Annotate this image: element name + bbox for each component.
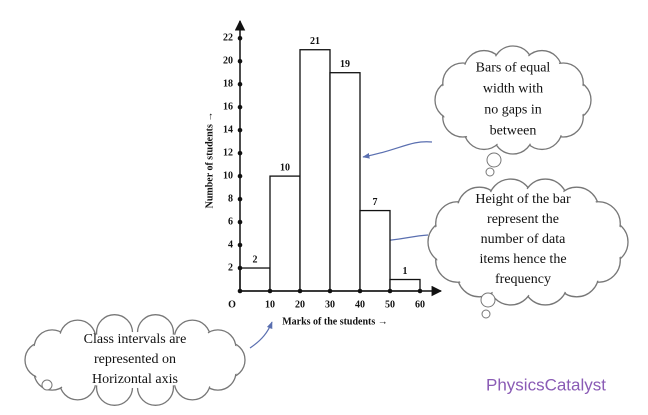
annotation-arrow <box>249 321 273 349</box>
y-tick-label: 16 <box>223 101 233 112</box>
x-tick <box>387 288 393 294</box>
x-tick-label: 30 <box>325 299 335 310</box>
bar <box>329 72 361 292</box>
y-tick <box>237 242 243 248</box>
annotation-text: Height of the bar <box>475 192 571 207</box>
y-tick <box>237 173 243 179</box>
bar <box>389 278 421 292</box>
data-label: 2 <box>253 254 258 265</box>
y-tick-label: 10 <box>223 170 233 181</box>
y-tick <box>237 265 243 271</box>
annotation-text: Bars of equal <box>476 61 551 76</box>
cloud-fill <box>450 200 606 284</box>
thought-dot <box>480 292 496 308</box>
x-axis-label: Marks of the students → <box>282 316 388 327</box>
annotation-text: number of data <box>481 232 567 247</box>
annotation-text: represented on <box>94 352 176 367</box>
annotation-clouds <box>24 45 629 406</box>
annotation-text: frequency <box>495 272 551 287</box>
x-tick <box>297 288 303 294</box>
data-label: 7 <box>373 197 378 208</box>
y-tick <box>237 58 243 64</box>
x-tick-label: 60 <box>415 299 425 310</box>
x-tick <box>357 288 363 294</box>
y-tick-label: 12 <box>223 147 233 158</box>
x-tick-label: 40 <box>355 299 365 310</box>
cloud-fill <box>43 332 227 388</box>
bar <box>299 49 331 292</box>
x-tick <box>237 288 243 294</box>
y-tick <box>237 127 243 133</box>
watermark: PhysicsCatalyst <box>486 375 606 394</box>
x-tick-label: 10 <box>265 299 275 310</box>
bar <box>359 209 391 292</box>
y-tick-label: 8 <box>228 193 233 204</box>
bar <box>239 267 271 292</box>
y-tick <box>237 81 243 87</box>
data-label: 21 <box>310 36 320 47</box>
data-label: 19 <box>340 59 350 70</box>
annotation-text: no gaps in <box>484 103 542 118</box>
y-tick <box>237 104 243 110</box>
y-tick <box>237 196 243 202</box>
x-tick <box>267 288 273 294</box>
cloud-fill <box>455 66 571 134</box>
thought-dot <box>486 152 502 168</box>
y-tick-label: 20 <box>223 56 233 67</box>
y-tick <box>237 150 243 156</box>
y-tick-label: 6 <box>228 216 233 227</box>
data-label: 10 <box>280 162 290 173</box>
y-tick-label: 2 <box>228 262 233 273</box>
x-tick-label: 50 <box>385 299 395 310</box>
x-tick-label: O <box>228 299 236 310</box>
y-axis-label: Number of students → <box>204 112 215 209</box>
y-tick-label: 22 <box>223 33 233 44</box>
thought-dot <box>481 309 491 319</box>
data-label: 1 <box>403 266 408 277</box>
y-tick <box>237 219 243 225</box>
y-tick-label: 18 <box>223 78 233 89</box>
x-tick <box>327 288 333 294</box>
y-tick <box>237 35 243 41</box>
annotation-text: represent the <box>487 212 559 227</box>
annotation-text: Horizontal axis <box>92 372 178 387</box>
annotation-text: Class intervals are <box>84 332 187 347</box>
y-tick-label: 14 <box>223 124 233 135</box>
annotation-arrow <box>362 141 433 159</box>
x-tick <box>417 288 423 294</box>
bar <box>269 175 301 292</box>
x-tick-label: 20 <box>295 299 305 310</box>
annotation-text: between <box>490 124 537 139</box>
annotation-text: width with <box>483 82 543 97</box>
y-tick-label: 4 <box>228 239 233 250</box>
annotation-text: items hence the <box>479 252 566 267</box>
thought-dot <box>41 379 53 391</box>
thought-dot <box>485 167 495 177</box>
